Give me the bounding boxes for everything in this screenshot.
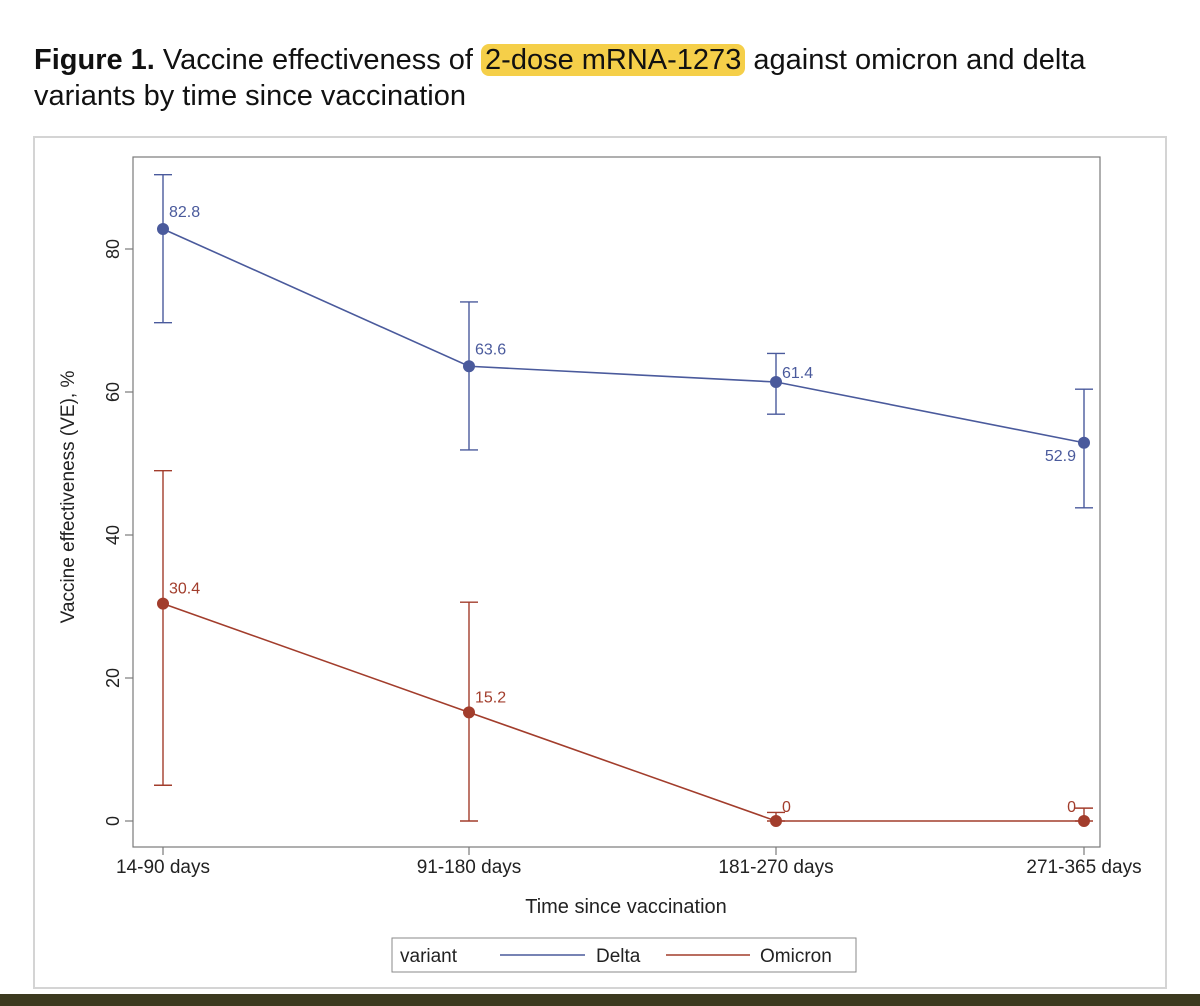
figure-caption: Figure 1. Vaccine effectiveness of 2-dos… (34, 42, 1174, 114)
x-tick-label: 181-270 days (718, 857, 833, 878)
y-tick-label: 40 (103, 525, 123, 545)
data-point-delta (463, 360, 475, 373)
series-omicron: 30.4 15.2 0 0 (154, 469, 1093, 827)
bottom-bar (0, 994, 1200, 1006)
series-line-delta (162, 228, 1085, 444)
legend-label-delta: Delta (596, 946, 641, 967)
x-tick-label: 91-180 days (417, 857, 522, 878)
data-label-omicron: 30.4 (169, 581, 200, 598)
y-tick-label: 0 (103, 816, 123, 826)
data-point-delta (157, 222, 169, 235)
data-label-delta: 63.6 (475, 341, 506, 358)
data-label-delta: 52.9 (1045, 448, 1076, 465)
caption-highlight: 2-dose mRNA-1273 (481, 44, 746, 76)
plot-area (132, 156, 1101, 848)
data-label-delta: 82.8 (169, 204, 200, 221)
legend-label-omicron: Omicron (760, 946, 832, 967)
legend: variant Delta Omicron (391, 937, 857, 973)
error-bar-omicron (154, 469, 172, 786)
data-label-omicron: 0 (1067, 799, 1076, 816)
data-label-delta: 61.4 (782, 365, 813, 382)
y-tick-label: 20 (103, 668, 123, 688)
x-tick-label: 14-90 days (116, 857, 210, 878)
data-point-omicron (1078, 815, 1090, 827)
y-tick-label: 80 (103, 239, 123, 259)
data-label-omicron: 15.2 (475, 689, 506, 706)
data-point-delta (770, 375, 782, 388)
caption-text-before: Vaccine effectiveness of (154, 44, 482, 76)
legend-box (391, 937, 857, 973)
data-label-omicron: 0 (782, 799, 791, 816)
data-point-omicron (157, 597, 169, 610)
data-point-omicron (770, 815, 782, 827)
y-tick-label: 60 (103, 382, 123, 402)
data-point-delta (1078, 436, 1090, 449)
x-tick-label: 271-365 days (1026, 857, 1141, 878)
x-axis-title: Time since vaccination (525, 896, 727, 918)
error-bar-delta (460, 301, 478, 451)
series-delta: 82.8 63.6 61.4 52.9 (154, 173, 1093, 509)
legend-title: variant (400, 946, 458, 967)
data-point-omicron (463, 706, 475, 719)
error-bar-delta (154, 173, 172, 324)
caption-text-after: against omicron and delta variants by ti… (34, 44, 1086, 112)
series-line-omicron (162, 602, 1084, 822)
caption-label: Figure 1. (34, 44, 155, 76)
y-axis-title: Vaccine effectiveness (VE), % (58, 371, 79, 624)
